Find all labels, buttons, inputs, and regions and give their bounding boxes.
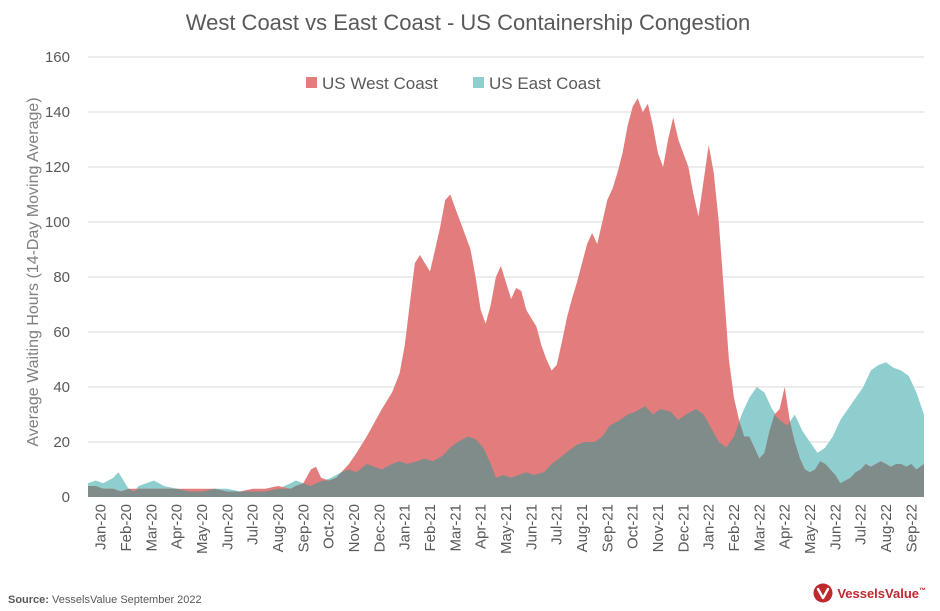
x-tick-label: Apr-21: [473, 504, 490, 549]
x-tick-label: Apr-20: [169, 504, 186, 549]
x-tick-label: May-21: [498, 504, 515, 554]
legend-swatch-east: [473, 77, 484, 88]
x-tick-label: Oct-20: [321, 504, 338, 549]
x-tick-label: Mar-20: [143, 504, 160, 552]
source-note: Source: VesselsValue September 2022: [8, 594, 202, 606]
y-tick-label: 120: [45, 159, 70, 176]
x-tick-label: Apr-22: [777, 504, 794, 549]
x-tick-label: Sep-21: [599, 504, 616, 552]
x-tick-label: Sep-20: [295, 504, 312, 552]
x-axis-ticks: Jan-20 Feb-20 Mar-20 Apr-20 May-20 Jun-20 Jul-…: [93, 504, 921, 554]
x-tick-label: Feb-22: [726, 504, 743, 552]
x-tick-label: Jan-21: [397, 504, 414, 550]
x-tick-label: Jan-22: [701, 504, 718, 550]
y-tick-label: 140: [45, 104, 70, 121]
x-tick-label: Jul-21: [549, 504, 566, 545]
y-tick-label: 160: [45, 49, 70, 66]
x-tick-label: Aug-20: [270, 504, 287, 552]
legend-label-east: US East Coast: [489, 74, 601, 93]
y-tick-label: 60: [53, 324, 70, 341]
legend-label-west: US West Coast: [322, 74, 438, 93]
x-tick-label: Dec-20: [371, 504, 388, 552]
x-tick-label: Mar-21: [447, 504, 464, 552]
x-tick-label: Jul-22: [853, 504, 870, 545]
y-axis-ticks: 0 20 40 60 80 100 120 140 160: [45, 49, 70, 506]
source-label: Source:: [8, 594, 49, 606]
legend: US West Coast US East Coast: [306, 74, 601, 93]
x-tick-label: Jun-20: [219, 504, 236, 550]
x-tick-label: Jun-22: [827, 504, 844, 550]
y-tick-label: 40: [53, 379, 70, 396]
vesselsvalue-logo-icon: [813, 583, 833, 603]
brand-logo: VesselsValue™: [813, 583, 926, 603]
x-tick-label: Jul-20: [245, 504, 262, 545]
x-tick-label: Feb-21: [422, 504, 439, 552]
chart-title: West Coast vs East Coast - US Containers…: [186, 10, 751, 35]
y-tick-label: 100: [45, 214, 70, 231]
x-tick-label: Jan-20: [93, 504, 110, 550]
x-tick-label: Jun-21: [523, 504, 540, 550]
x-tick-label: Aug-21: [574, 504, 591, 552]
x-tick-label: Mar-22: [751, 504, 768, 552]
series-overlap-area: [88, 406, 924, 497]
x-tick-label: Feb-20: [118, 504, 135, 552]
x-tick-label: May-22: [802, 504, 819, 554]
area-layer: [88, 98, 924, 498]
x-tick-label: Nov-20: [346, 504, 363, 552]
x-tick-label: Dec-21: [675, 504, 692, 552]
x-tick-label: May-20: [194, 504, 211, 554]
y-axis-label: Average Waiting Hours (14-Day Moving Ave…: [25, 97, 42, 446]
legend-swatch-west: [306, 77, 317, 88]
x-tick-label: Sep-22: [903, 504, 920, 552]
x-tick-label: Aug-22: [878, 504, 895, 552]
source-text: VesselsValue September 2022: [52, 594, 202, 606]
brand-name: VesselsValue™: [837, 585, 926, 601]
x-tick-label: Oct-21: [625, 504, 642, 549]
y-tick-label: 80: [53, 269, 70, 286]
x-tick-label: Nov-21: [650, 504, 667, 552]
y-tick-label: 20: [53, 434, 70, 451]
series-area-us-west-coast: [88, 98, 924, 498]
y-tick-label: 0: [62, 489, 70, 506]
